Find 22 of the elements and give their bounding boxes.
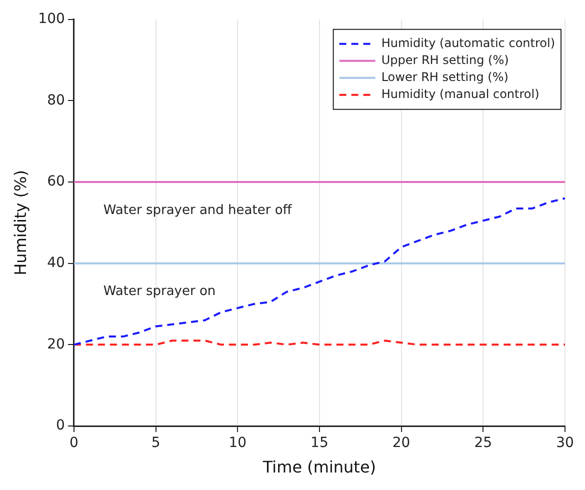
y-tick-label: 60 xyxy=(47,174,65,190)
x-tick-label: 30 xyxy=(556,435,574,452)
y-tick-label: 80 xyxy=(47,92,65,108)
x-tick-label: 25 xyxy=(474,435,492,452)
y-axis-title: Humidity (%) xyxy=(10,170,30,276)
y-tick-label: 20 xyxy=(47,336,65,352)
annotation: Water sprayer on xyxy=(103,284,216,300)
y-tick-label: 40 xyxy=(47,255,65,271)
legend-label: Lower RH setting (%) xyxy=(381,70,508,84)
x-tick-label: 20 xyxy=(392,435,410,452)
annotation: Water sprayer and heater off xyxy=(103,202,293,218)
y-tick-label: 0 xyxy=(56,418,65,434)
x-tick-label: 5 xyxy=(151,435,160,452)
line-series xyxy=(74,197,565,346)
legend-label: Humidity (automatic control) xyxy=(381,36,556,50)
x-tick-label: 10 xyxy=(228,435,247,452)
x-axis-title: Time (minute) xyxy=(262,458,376,477)
legend-label: Upper RH setting (%) xyxy=(381,53,509,68)
x-tick-label: 15 xyxy=(310,435,328,452)
legend-label: Humidity (manual control) xyxy=(381,87,540,102)
y-tick-label: 100 xyxy=(38,11,65,28)
x-tick-label: 0 xyxy=(69,435,78,452)
